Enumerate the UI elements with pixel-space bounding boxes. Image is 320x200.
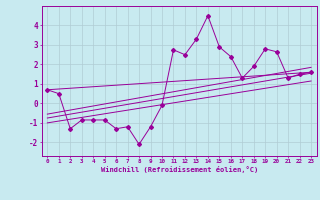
X-axis label: Windchill (Refroidissement éolien,°C): Windchill (Refroidissement éolien,°C) [100,166,258,173]
